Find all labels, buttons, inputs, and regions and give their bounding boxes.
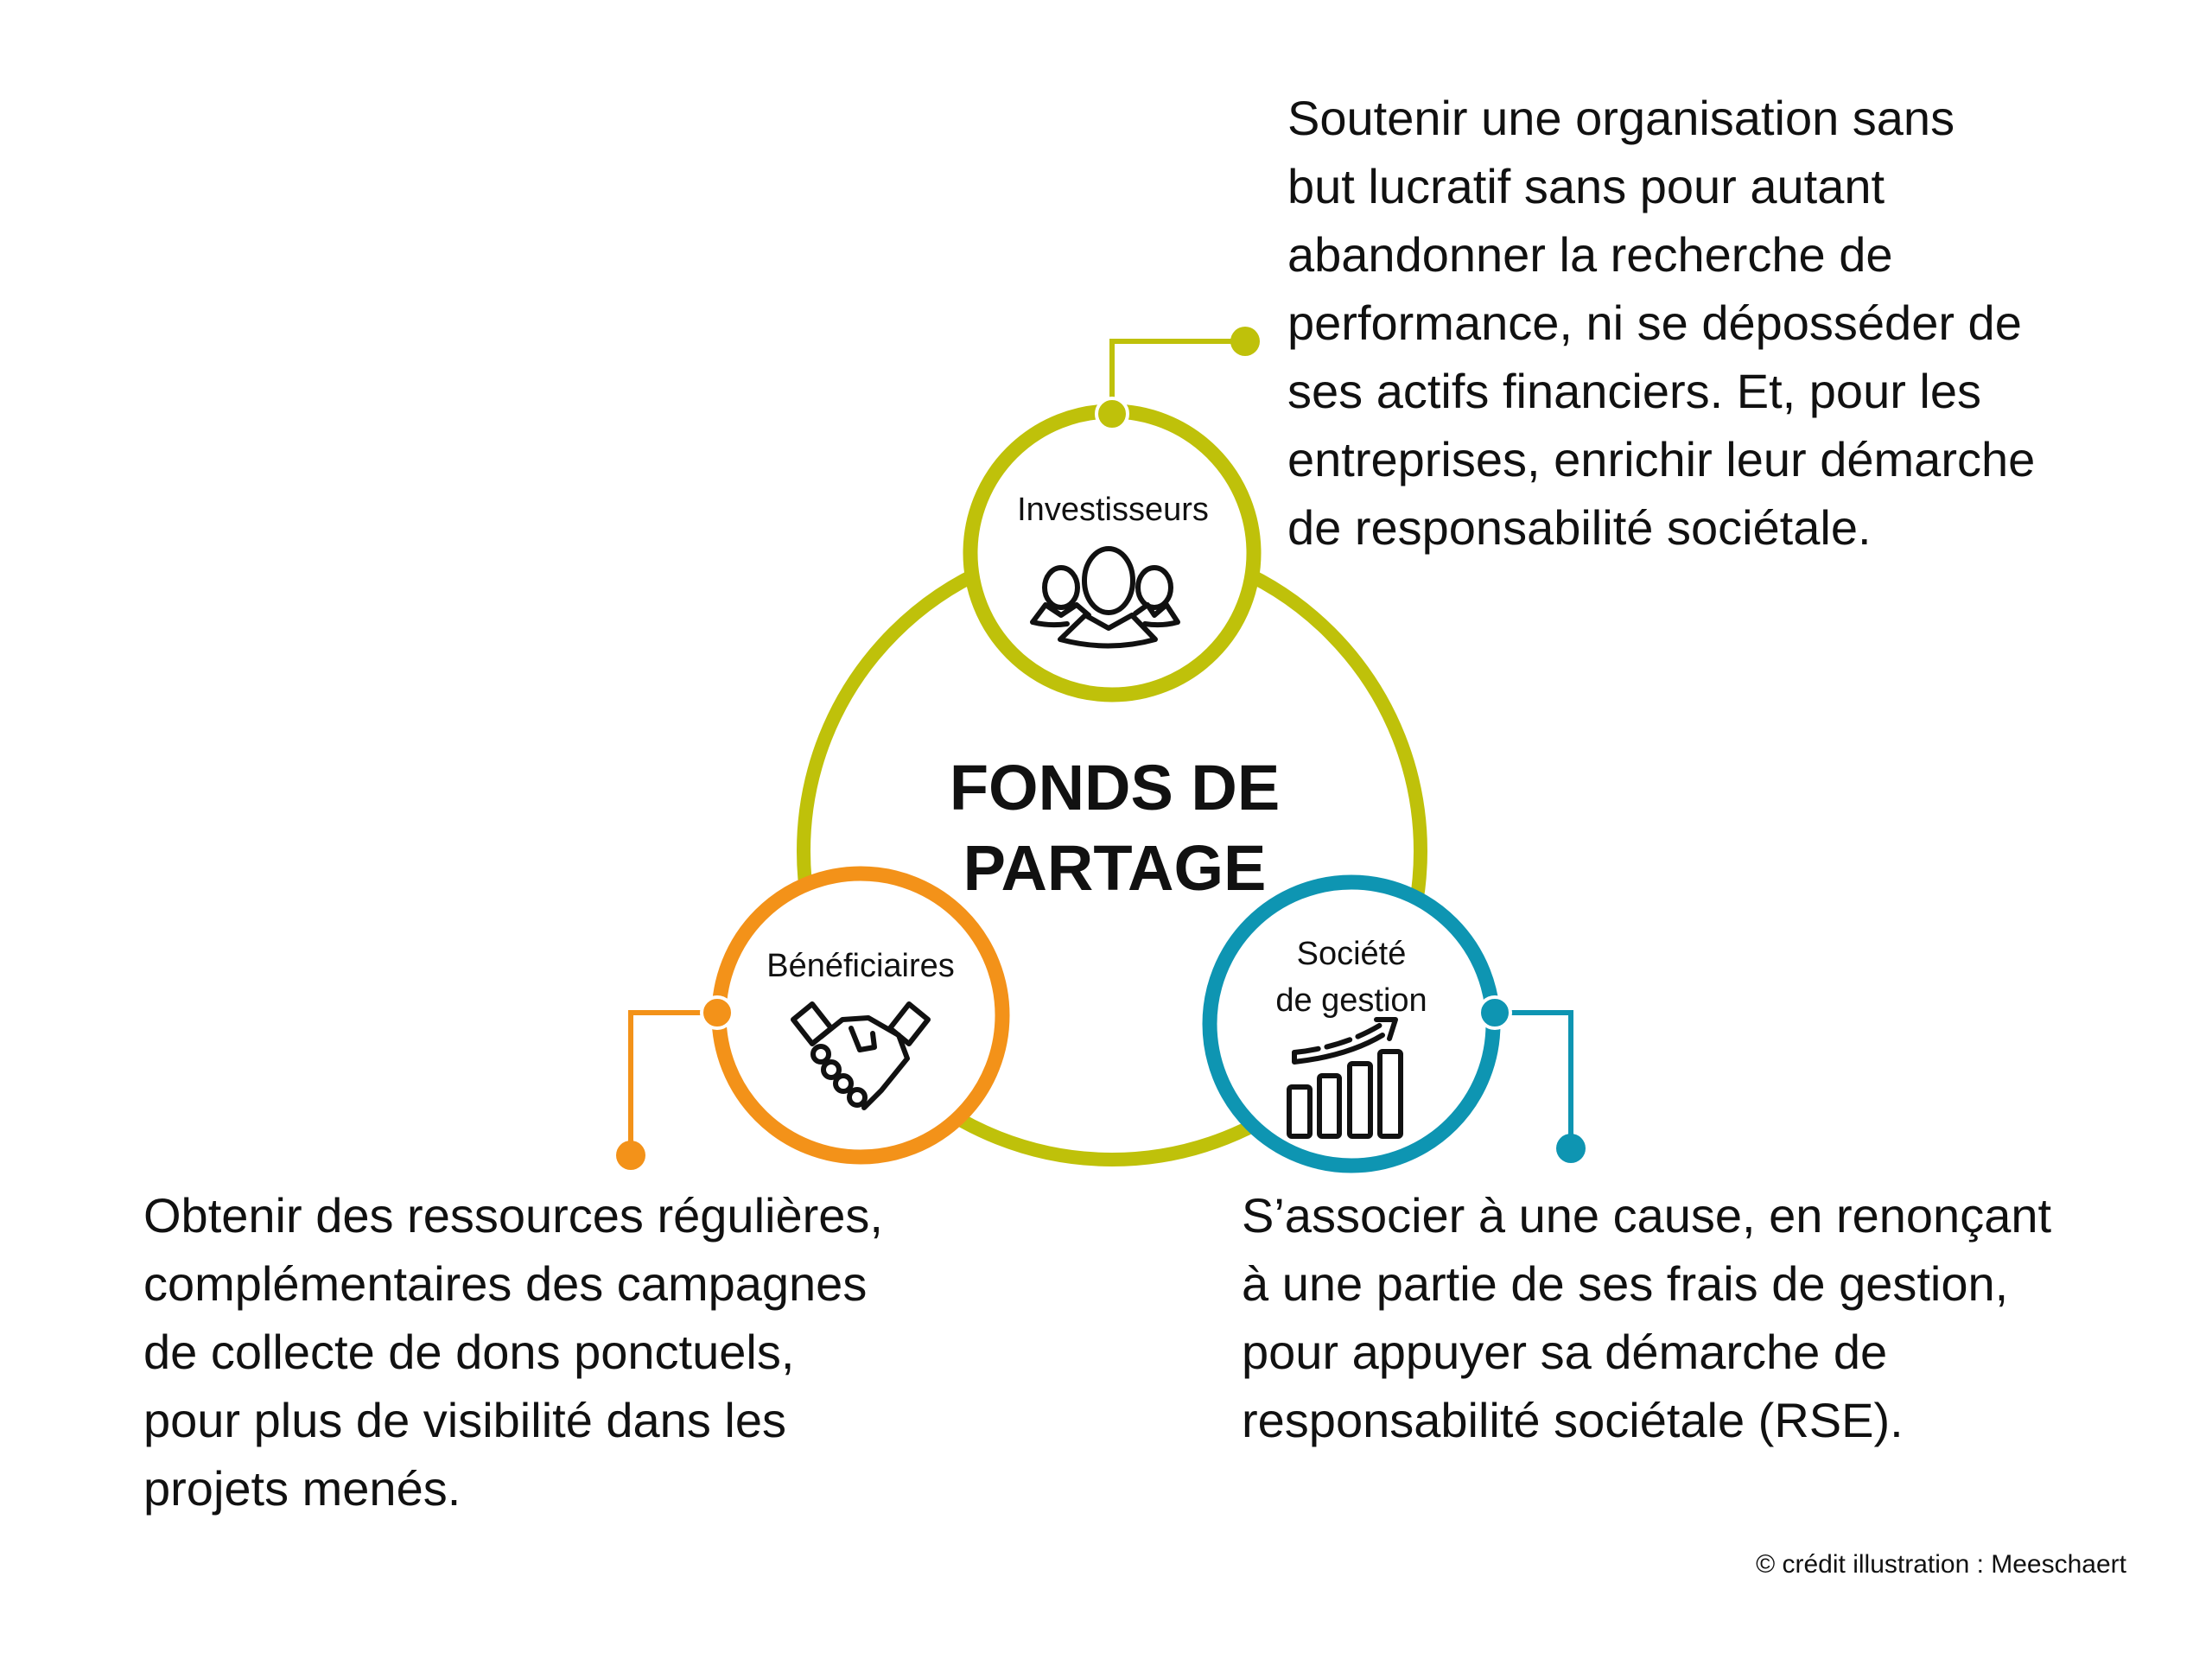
text-line: pour appuyer sa démarche de <box>1242 1325 1887 1379</box>
text-line: Obtenir des ressources régulières, <box>143 1188 883 1243</box>
text-line: S’associer à une cause, en renonçant <box>1242 1188 2051 1243</box>
text-line: performance, ni se déposséder de <box>1287 296 2022 350</box>
text-line: complémentaires des campagnes <box>143 1256 867 1311</box>
credit-text: © crédit illustration : Meeschaert <box>1756 1550 2127 1579</box>
beneficiaires-connector <box>616 1010 717 1170</box>
investisseurs-dot <box>1095 397 1129 431</box>
text-line: ses actifs financiers. Et, pour les <box>1287 364 1981 418</box>
title-line-2: PARTAGE <box>963 832 1267 904</box>
text-line: de collecte de dons ponctuels, <box>143 1325 794 1379</box>
text-line: Soutenir une organisation sans <box>1287 91 1955 145</box>
title-line-1: FONDS DE <box>950 752 1280 823</box>
beneficiaires-dot <box>700 995 734 1030</box>
societe-dot <box>1478 995 1512 1030</box>
text-line: abandonner la recherche de <box>1287 227 1893 282</box>
text-line: responsabilité sociétale (RSE). <box>1242 1393 1904 1447</box>
societe-description: S’associer à une cause, en renonçant à u… <box>1242 1188 2051 1447</box>
beneficiaires-circle <box>711 866 1010 1165</box>
handshake-icon <box>791 1001 931 1110</box>
text-line: de responsabilité sociétale. <box>1287 500 1872 555</box>
beneficiaires-label: Bénéficiaires <box>766 948 955 984</box>
investisseurs-connector <box>1109 327 1260 414</box>
investisseurs-description: Soutenir une organisation sans but lucra… <box>1287 91 2035 555</box>
investisseurs-circle <box>963 404 1262 702</box>
people-group-icon <box>1030 546 1180 649</box>
societe-label-line-2: de gestion <box>1275 982 1427 1019</box>
investisseurs-label: Investisseurs <box>1017 492 1209 528</box>
beneficiaires-description: Obtenir des ressources régulières, compl… <box>143 1188 883 1516</box>
growth-chart-icon <box>1287 1017 1403 1139</box>
text-line: but lucratif sans pour autant <box>1287 159 1885 213</box>
text-line: projets menés. <box>143 1461 461 1516</box>
societe-connector <box>1495 1010 1586 1163</box>
societe-label-line-1: Société <box>1297 936 1407 972</box>
text-line: à une partie de ses frais de gestion, <box>1242 1256 2008 1311</box>
text-line: pour plus de visibilité dans les <box>143 1393 786 1447</box>
text-line: entreprises, enrichir leur démarche <box>1287 432 2035 486</box>
